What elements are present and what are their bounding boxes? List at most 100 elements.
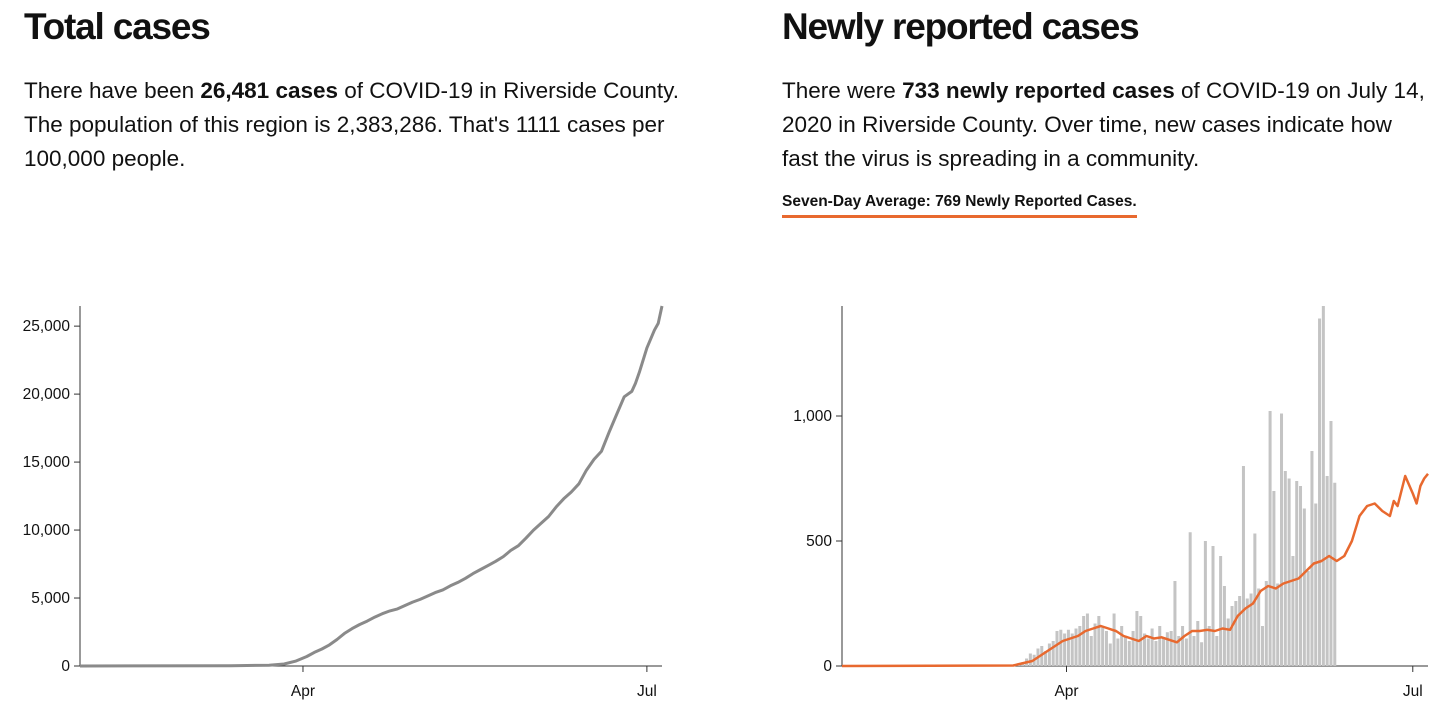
new-cases-bar [1184, 638, 1188, 666]
new-cases-bar [1306, 571, 1310, 666]
new-cases-bar [1230, 606, 1234, 666]
new-cases-bar [1181, 626, 1185, 666]
new-cases-bar [1238, 596, 1242, 666]
new-cases-bar [1158, 626, 1162, 666]
new-cases-bar [1207, 626, 1211, 666]
new-cases-bar [1310, 451, 1314, 666]
new-cases-bar [1116, 638, 1120, 666]
total-cases-desc-post: of COVID-19 in Riverside County. The pop… [24, 78, 679, 171]
total-y-tick-label: 0 [61, 658, 70, 675]
total-cases-chart: 0 5,000 10,000 15,000 20,000 25,000 Apr Jul [23, 305, 664, 700]
new-cases-bar [1097, 616, 1101, 666]
new-cases-bar [1264, 581, 1268, 666]
new-cases-bar [1329, 421, 1333, 666]
new-cases-panel: Newly reported cases There were 733 newl… [720, 0, 1440, 713]
new-cases-bar [1078, 626, 1082, 666]
new-cases-bar [1333, 482, 1337, 666]
seven-day-average-line [841, 473, 1429, 668]
new-cases-bar [1200, 642, 1204, 666]
total-cases-panel: Total cases There have been 26,481 cases… [23, 6, 704, 700]
new-cases-bar [1276, 583, 1280, 666]
new-cases-bar [1177, 636, 1181, 666]
new-y-tick-label: 0 [823, 658, 832, 675]
new-cases-bar [1127, 641, 1131, 666]
new-y-tick-label: 500 [806, 533, 832, 550]
new-cases-bar [1188, 532, 1192, 666]
new-cases-bar [1066, 629, 1070, 666]
new-x-tick-label: Apr [1054, 683, 1078, 700]
total-y-tick-label: 15,000 [23, 454, 71, 471]
total-y-tick-label: 10,000 [23, 522, 71, 539]
new-cases-bar [1063, 633, 1067, 666]
new-cases-bar [1169, 631, 1173, 666]
new-x-tick-label: Jul [1403, 683, 1423, 700]
new-cases-bar [1108, 643, 1112, 666]
new-cases-bar [1203, 541, 1207, 666]
new-cases-bar [1257, 588, 1261, 666]
new-cases-bar [1226, 618, 1230, 666]
total-cases-line [79, 305, 664, 668]
new-cases-bar [1283, 471, 1287, 666]
new-cases-bar [1291, 556, 1295, 666]
new-cases-bar [1093, 623, 1097, 666]
new-y-tick-label: 1,000 [793, 408, 832, 425]
new-cases-bar [1173, 581, 1177, 666]
total-cases-count: 26,481 cases [200, 78, 339, 103]
new-cases-bar [1325, 476, 1329, 666]
new-cases-bar [1302, 508, 1306, 666]
new-cases-bar [1260, 626, 1264, 666]
new-cases-bar [1162, 638, 1166, 666]
total-y-tick-label: 20,000 [23, 386, 71, 403]
new-cases-desc-post: of COVID-19 on July 14, 2020 in Riversid… [782, 78, 1425, 171]
total-x-tick-label: Jul [637, 683, 657, 700]
new-cases-bar [1104, 631, 1108, 666]
total-cases-desc-pre: There have been [24, 78, 201, 103]
new-cases-bar [1222, 586, 1226, 666]
new-cases-chart: 0 500 1,000 Apr Jul [793, 306, 1429, 700]
new-cases-count: 733 newly reported cases [902, 78, 1175, 103]
new-cases-bar [1211, 546, 1215, 666]
new-cases-bar [1146, 638, 1150, 666]
new-cases-bar [1028, 653, 1032, 666]
new-cases-bar [1318, 318, 1322, 666]
new-cases-bar [1321, 306, 1325, 666]
new-cases-bar [1314, 503, 1318, 666]
new-cases-bar [1241, 466, 1245, 666]
new-cases-bar [1055, 631, 1059, 666]
new-cases-bar [1219, 556, 1223, 666]
total-x-tick-label: Apr [291, 683, 315, 700]
new-cases-bar [1287, 478, 1291, 666]
new-cases-bar [1074, 628, 1078, 666]
total-y-tick-label: 5,000 [31, 590, 70, 607]
new-cases-desc-pre: There were [782, 78, 903, 103]
new-cases-bar [1131, 631, 1135, 666]
total-y-tick-label: 25,000 [23, 318, 71, 335]
new-cases-bar [1154, 641, 1158, 666]
new-cases-bar [1051, 641, 1055, 666]
total-cases-description: There have been 26,481 cases of COVID-19… [24, 74, 704, 176]
new-cases-bar [1135, 611, 1139, 666]
new-cases-bar [1082, 616, 1086, 666]
new-cases-bar [1295, 481, 1299, 666]
new-cases-title: Newly reported cases [782, 6, 1140, 47]
new-cases-bar [1165, 632, 1169, 666]
new-cases-bar [1143, 633, 1147, 666]
new-cases-bar [1047, 643, 1051, 666]
new-cases-bar [1070, 633, 1074, 666]
new-cases-bar [1112, 613, 1116, 666]
new-cases-bar [1120, 626, 1124, 666]
new-cases-bar [1085, 613, 1089, 666]
new-cases-bar [1089, 636, 1093, 666]
seven-day-average-label: Seven-Day Average: 769 Newly Reported Ca… [782, 193, 1137, 218]
new-cases-description: There were 733 newly reported cases of C… [782, 74, 1432, 176]
new-cases-bar [1234, 601, 1238, 666]
new-cases-bar [1192, 636, 1196, 666]
new-cases-bar [1044, 651, 1048, 666]
new-cases-bar [1059, 629, 1063, 666]
new-cases-bar [1272, 491, 1276, 666]
new-cases-bar [1150, 628, 1154, 666]
new-cases-bar [1249, 593, 1253, 666]
new-cases-bar [1123, 636, 1127, 666]
new-cases-bar [1268, 411, 1272, 666]
new-cases-bar [1196, 621, 1200, 666]
